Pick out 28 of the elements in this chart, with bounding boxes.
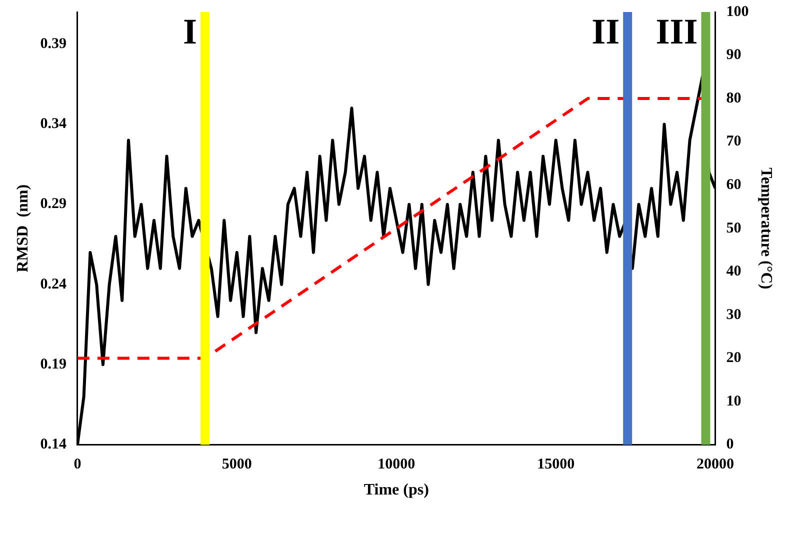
y2-tick-label: 70 xyxy=(726,134,742,150)
y-tick-label: 0.24 xyxy=(40,276,67,292)
x-tick-label: 20000 xyxy=(696,456,734,473)
ref-line-label: III xyxy=(656,11,698,52)
y2-tick-label: 40 xyxy=(726,264,742,280)
y2-tick-label: 20 xyxy=(726,350,742,366)
x-tick-label: 15000 xyxy=(537,456,575,473)
y-tick-label: 0.39 xyxy=(40,36,66,52)
y2-tick-label: 90 xyxy=(726,47,742,64)
y2-tick-label: 100 xyxy=(726,4,749,20)
ref-line-label: I xyxy=(183,11,198,52)
y2-axis-title: Temperature (°C) xyxy=(757,168,774,290)
x-tick-label: 10000 xyxy=(378,456,416,473)
y-tick-label: 0.14 xyxy=(40,436,67,453)
x-tick-label: 0 xyxy=(74,456,82,473)
y2-tick-label: 0 xyxy=(726,436,734,453)
y2-tick-label: 10 xyxy=(726,393,742,410)
y-tick-label: 0.34 xyxy=(40,116,67,132)
y2-tick-label: 50 xyxy=(726,220,742,236)
x-axis-title: Time (ps) xyxy=(364,482,429,499)
y2-tick-label: 30 xyxy=(726,306,742,323)
y-axis-title: RMSD (nm) xyxy=(14,184,32,272)
y-tick-label: 0.19 xyxy=(40,356,66,373)
y-tick-label: 0.29 xyxy=(40,196,66,212)
ref-line-label: II xyxy=(592,11,620,52)
y2-tick-label: 80 xyxy=(726,90,742,106)
y2-tick-label: 60 xyxy=(726,176,742,193)
x-tick-label: 5000 xyxy=(222,456,252,473)
